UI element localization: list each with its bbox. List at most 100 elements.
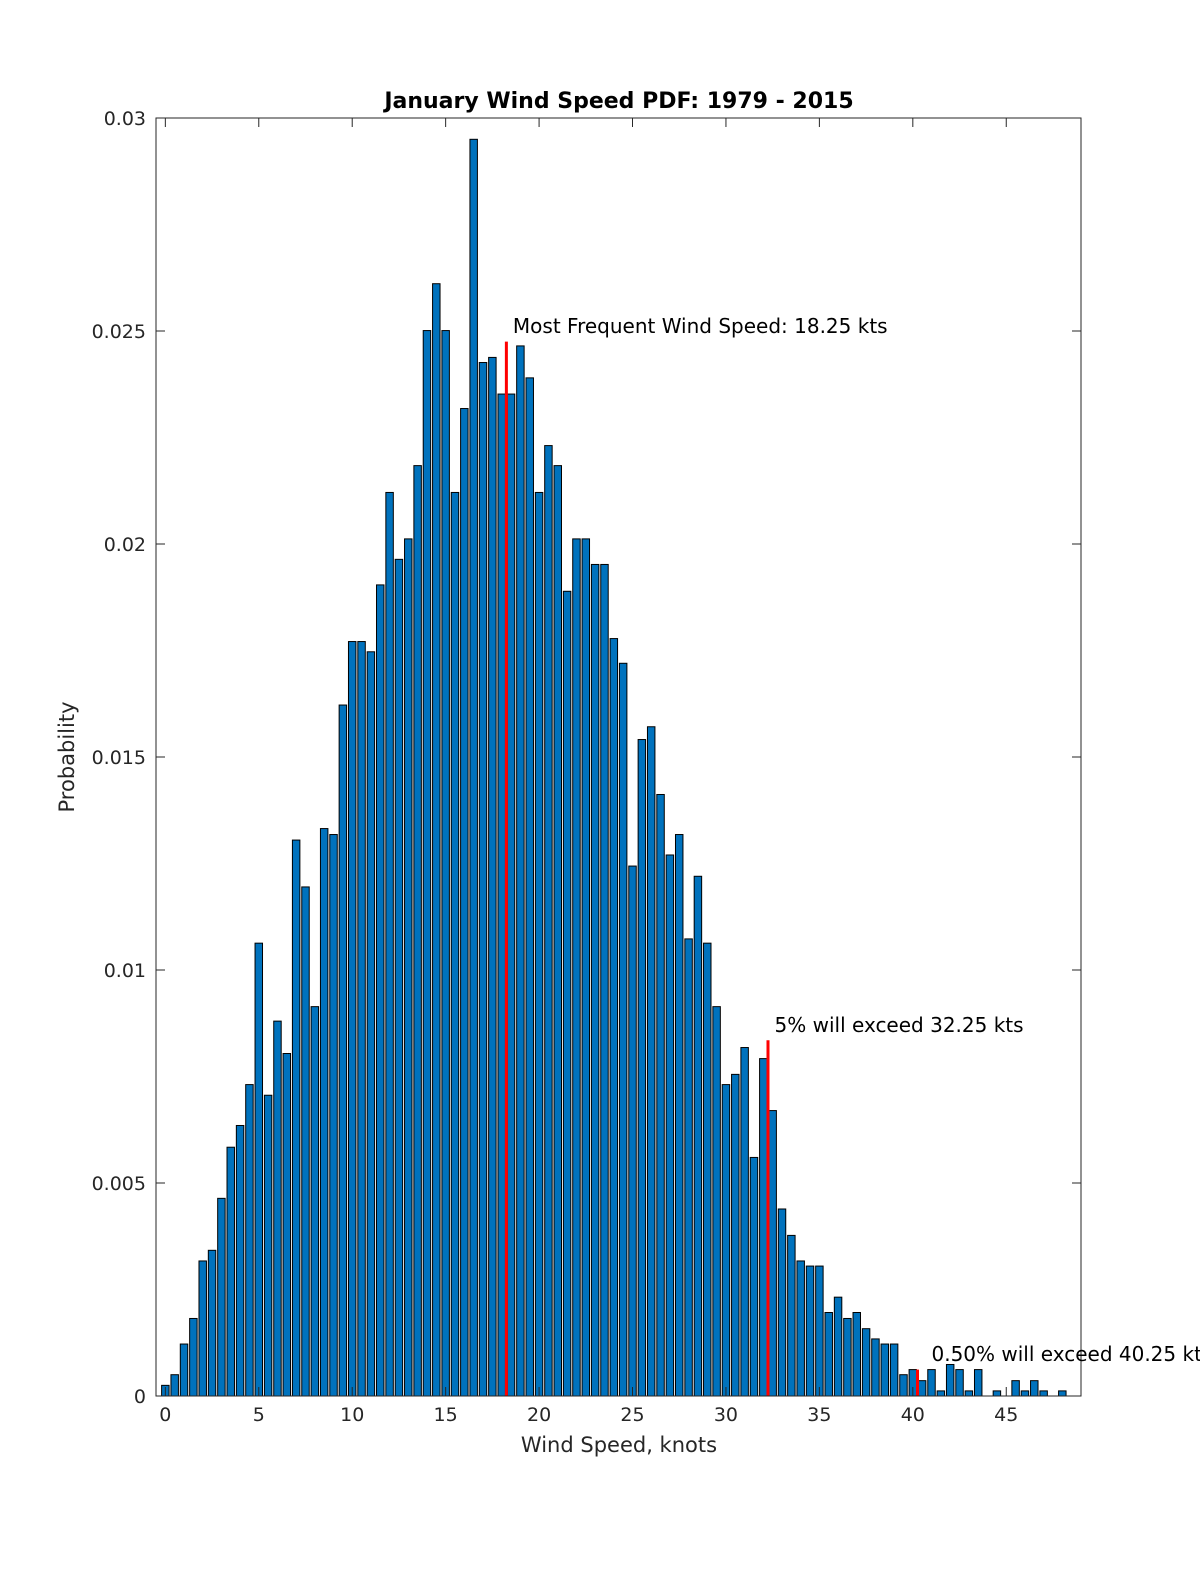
y-tick-label: 0.025 xyxy=(92,321,146,343)
x-tick-label: 30 xyxy=(714,1404,738,1426)
bar xyxy=(600,563,609,1397)
bar xyxy=(674,834,684,1397)
bar xyxy=(721,1084,731,1397)
bar xyxy=(581,538,591,1397)
bar xyxy=(179,1343,189,1397)
bar xyxy=(824,1312,833,1397)
bar xyxy=(1011,1380,1020,1397)
x-tick-label: 0 xyxy=(159,1404,171,1426)
bar xyxy=(964,1390,974,1397)
annotation-text: Most Frequent Wind Speed: 18.25 kts xyxy=(513,314,888,338)
bar xyxy=(852,1312,861,1397)
bar xyxy=(740,1047,749,1397)
bar xyxy=(693,875,703,1397)
bar xyxy=(347,641,357,1397)
bar xyxy=(553,465,563,1397)
bar xyxy=(404,538,413,1397)
x-tick-label: 5 xyxy=(253,1404,265,1426)
bar xyxy=(376,584,385,1397)
bar xyxy=(955,1369,964,1397)
bar xyxy=(319,828,329,1397)
bar xyxy=(245,1084,254,1397)
bar xyxy=(198,1260,207,1397)
bar xyxy=(843,1317,852,1397)
bar xyxy=(618,662,628,1397)
bar xyxy=(656,793,665,1397)
bar xyxy=(357,641,366,1397)
bar xyxy=(450,491,460,1397)
bar xyxy=(422,330,432,1397)
bar xyxy=(282,1053,292,1397)
x-tick-label: 45 xyxy=(994,1404,1018,1426)
bar xyxy=(170,1374,179,1397)
bar xyxy=(815,1265,824,1397)
bar xyxy=(637,739,647,1397)
bar xyxy=(488,356,497,1397)
x-tick-label: 15 xyxy=(434,1404,458,1426)
bar xyxy=(768,1110,777,1397)
bar xyxy=(992,1390,1002,1397)
bar xyxy=(273,1020,282,1397)
y-tick-label: 0.015 xyxy=(92,747,146,769)
bar xyxy=(432,283,441,1397)
bar xyxy=(1058,1390,1067,1397)
bar xyxy=(226,1146,235,1397)
y-tick-label: 0.01 xyxy=(104,960,146,982)
bar xyxy=(1020,1390,1030,1397)
bar xyxy=(628,865,637,1397)
bar xyxy=(665,854,675,1397)
bar xyxy=(712,1006,721,1397)
x-tick-label: 20 xyxy=(527,1404,551,1426)
bar xyxy=(301,886,310,1397)
bar xyxy=(945,1363,955,1397)
bar xyxy=(291,839,301,1397)
bar xyxy=(385,491,394,1397)
bars-group xyxy=(161,138,1067,1397)
bar xyxy=(609,638,619,1397)
bar xyxy=(310,1006,320,1397)
bar xyxy=(1030,1380,1039,1397)
x-axis-label: Wind Speed, knots xyxy=(521,1433,717,1457)
bar xyxy=(731,1073,740,1397)
bar xyxy=(899,1374,908,1397)
bar xyxy=(254,942,264,1397)
y-tick-label: 0.005 xyxy=(92,1173,146,1195)
bar xyxy=(880,1343,890,1397)
bar xyxy=(889,1343,899,1397)
bar xyxy=(936,1390,946,1397)
x-tick-label: 10 xyxy=(340,1404,364,1426)
bar xyxy=(646,726,656,1397)
bar xyxy=(805,1265,815,1397)
bar xyxy=(478,362,488,1397)
bar xyxy=(544,445,553,1397)
bar xyxy=(469,138,478,1397)
bar xyxy=(413,465,422,1397)
bar xyxy=(777,1208,787,1397)
bar xyxy=(497,393,506,1397)
bar xyxy=(572,538,581,1397)
y-axis-label: Probability xyxy=(55,701,79,812)
bar xyxy=(263,1094,273,1397)
bar xyxy=(217,1197,226,1397)
bar xyxy=(394,558,404,1397)
y-tick-label: 0.03 xyxy=(104,108,146,130)
y-tick-label: 0 xyxy=(134,1386,146,1408)
bar xyxy=(871,1338,880,1397)
bar xyxy=(684,938,693,1397)
bar xyxy=(329,834,338,1397)
bar xyxy=(917,1380,927,1397)
bar xyxy=(207,1249,217,1397)
bar xyxy=(525,377,534,1397)
annotation-text: 0.50% will exceed 40.25 kts xyxy=(932,1342,1200,1366)
x-tick-label: 35 xyxy=(807,1404,831,1426)
bar xyxy=(1039,1390,1048,1397)
bar xyxy=(338,704,348,1397)
bar xyxy=(833,1296,843,1397)
y-tick-label: 0.02 xyxy=(104,534,146,556)
bar xyxy=(562,590,572,1397)
bar xyxy=(759,1058,768,1397)
threshold-lines-group xyxy=(504,341,919,1396)
bar xyxy=(460,408,469,1397)
x-tick-label: 40 xyxy=(901,1404,925,1426)
